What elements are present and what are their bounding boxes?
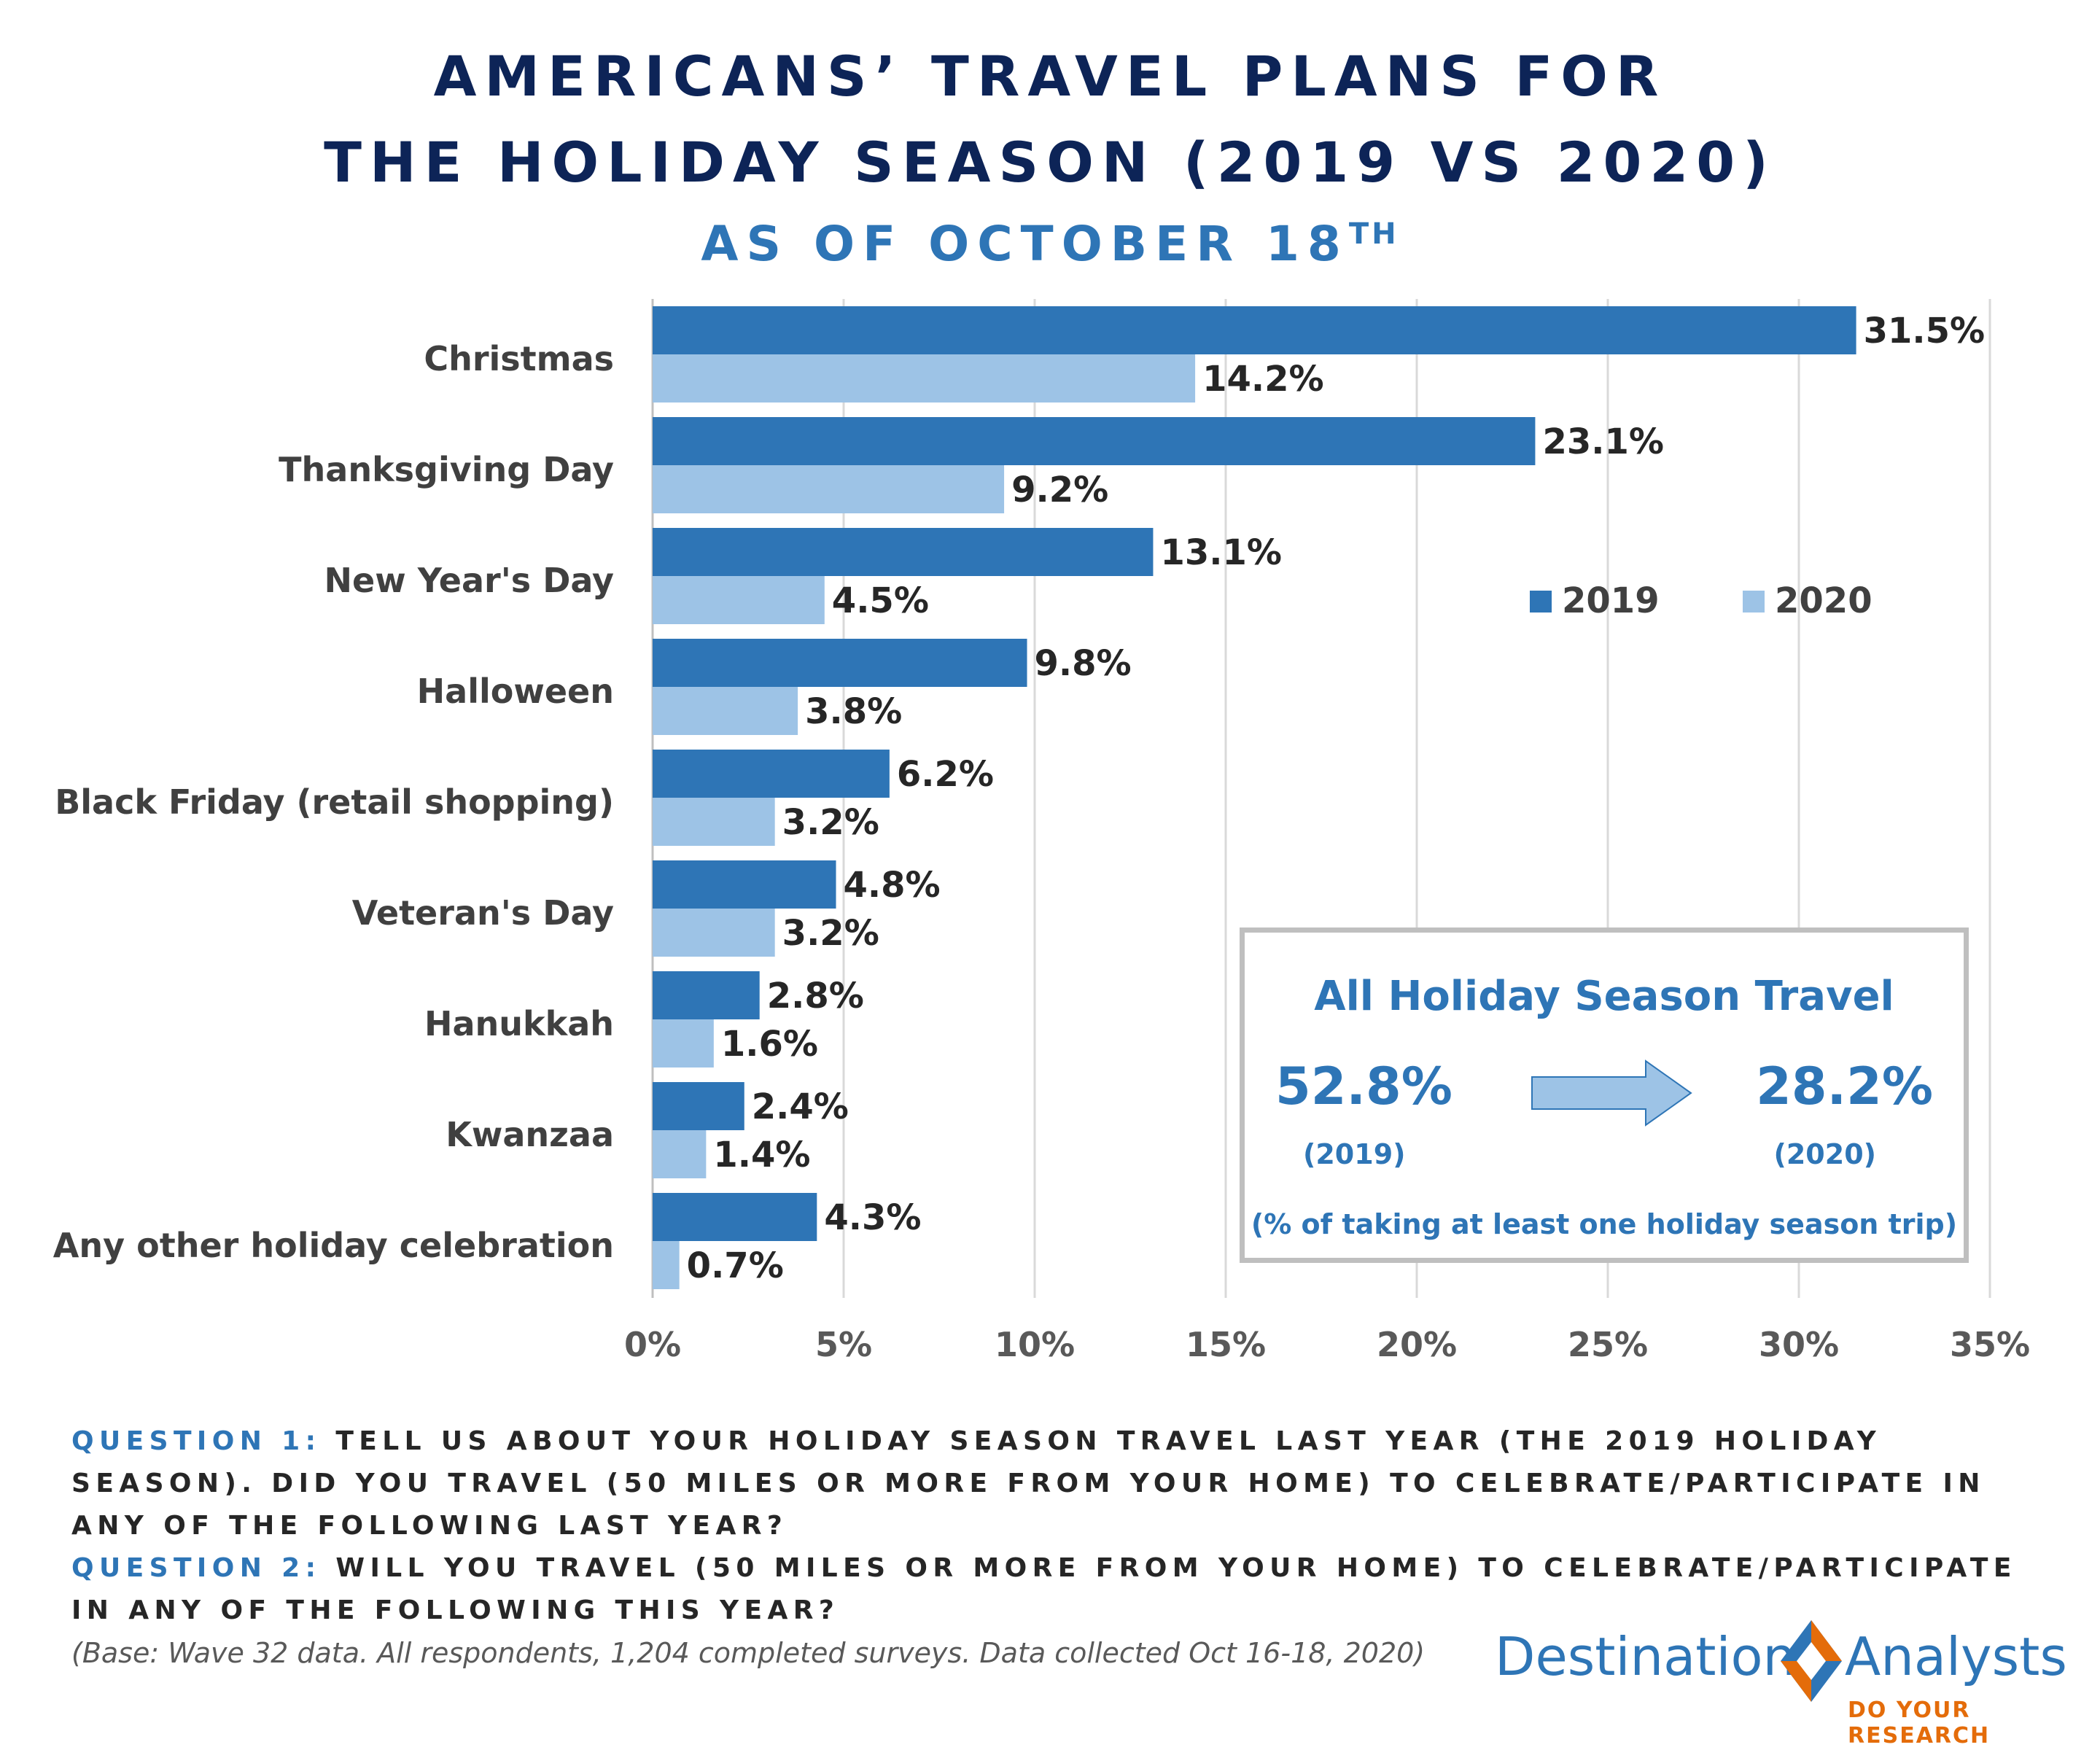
x-tick-label: 15%	[1186, 1325, 1266, 1364]
bar-2019	[653, 860, 836, 909]
data-label-2020: 1.6%	[721, 1024, 818, 1065]
base-note: (Base: Wave 32 data. All respondents, 1,…	[71, 1637, 1426, 1669]
x-tick-label: 10%	[995, 1325, 1075, 1364]
data-label-2020: 3.2%	[782, 913, 879, 954]
bar-2019	[653, 306, 1856, 354]
data-label-2019: 2.4%	[752, 1086, 849, 1127]
bar-2020	[653, 1019, 714, 1068]
bar-2020	[653, 909, 775, 957]
data-label-2020: 0.7%	[687, 1245, 784, 1286]
x-tick-label: 35%	[1950, 1325, 2030, 1364]
data-label-2019: 23.1%	[1542, 421, 1664, 462]
summary-year-2020: (2020)	[1773, 1138, 1877, 1170]
bar-2019	[653, 639, 1027, 687]
bar-chart: 0% 5% 10% 15% 20% 25% 30% 35% Christmas 31.5% 14.2…	[53, 299, 2030, 1364]
summary-box: All Holiday Season Travel 52.8% 28.2% (2…	[1240, 928, 1969, 1263]
legend-label-2019: 2019	[1562, 580, 1660, 621]
bar-2019	[653, 750, 890, 798]
category-label: Hanukkah	[424, 1004, 614, 1043]
category-label: Black Friday (retail shopping)	[55, 782, 614, 822]
summary-title: All Holiday Season Travel	[1314, 973, 1894, 1020]
data-label-2019: 31.5%	[1864, 311, 1986, 351]
question1-heading: QUESTION 1:	[71, 1426, 322, 1456]
logo-text-right: Analysts	[1845, 1626, 2067, 1687]
chart-title-line1: AMERICANS’ TRAVEL PLANS FOR	[433, 44, 1667, 109]
data-label-2020: 1.4%	[713, 1135, 810, 1175]
chart-title-line2: THE HOLIDAY SEASON (2019 VS 2020)	[324, 130, 1776, 195]
logo-text-left: Destination	[1495, 1626, 1797, 1687]
category-label: Any other holiday celebration	[53, 1226, 614, 1265]
data-label-2019: 2.8%	[767, 976, 864, 1016]
bar-2020	[653, 1241, 680, 1289]
summary-year-2019: (2019)	[1303, 1138, 1406, 1170]
summary-note: (% of taking at least one holiday season…	[1251, 1208, 1958, 1240]
bar-2019	[653, 1193, 817, 1241]
x-tick-label: 30%	[1759, 1325, 1839, 1364]
survey-questions: QUESTION 1: TELL US ABOUT YOUR HOLIDAY S…	[71, 1420, 2069, 1632]
data-label-2019: 4.3%	[824, 1197, 921, 1238]
x-tick-label: 20%	[1377, 1325, 1457, 1364]
bar-2019	[653, 417, 1536, 465]
logo-tagline: DO YOUR RESEARCH	[1848, 1698, 1991, 1749]
category-label: Halloween	[417, 672, 614, 711]
bar-2020	[653, 687, 798, 735]
bar-2020	[653, 465, 1005, 513]
legend-label-2020: 2020	[1775, 580, 1872, 621]
data-label-2019: 9.8%	[1035, 643, 1132, 684]
question2-heading: QUESTION 2:	[71, 1553, 322, 1583]
legend-swatch-2019	[1530, 591, 1552, 612]
data-label-2019: 13.1%	[1160, 532, 1282, 573]
subtitle-superscript: TH	[1348, 217, 1399, 251]
diamond-logo-icon	[1781, 1620, 1842, 1702]
summary-value-2020: 28.2%	[1756, 1057, 1933, 1116]
data-label-2020: 3.8%	[805, 691, 902, 732]
legend-swatch-2020	[1743, 591, 1765, 612]
category-label: Kwanzaa	[446, 1115, 614, 1154]
data-label-2019: 6.2%	[897, 754, 994, 795]
x-tick-label: 5%	[815, 1325, 872, 1364]
bar-2020	[653, 576, 825, 624]
data-label-2020: 9.2%	[1011, 470, 1108, 510]
x-tick-label: 0%	[624, 1325, 681, 1364]
chart-subtitle: AS OF OCTOBER 18TH	[701, 216, 1399, 272]
data-label-2020: 3.2%	[782, 802, 879, 843]
bar-2019	[653, 528, 1154, 576]
bar-2020	[653, 1130, 707, 1178]
data-label-2019: 4.8%	[844, 865, 941, 906]
bar-2019	[653, 971, 760, 1019]
company-logo: Destination Analysts DO YOUR RESEARCH	[1495, 1611, 2078, 1749]
bar-2020	[653, 798, 775, 846]
category-label: Veteran's Day	[352, 893, 614, 933]
summary-value-2019: 52.8%	[1275, 1057, 1452, 1116]
data-label-2020: 4.5%	[832, 580, 929, 621]
bar-2020	[653, 354, 1196, 402]
question2-text: WILL YOU TRAVEL (50 MILES OR MORE FROM Y…	[71, 1553, 2017, 1625]
question1-text: TELL US ABOUT YOUR HOLIDAY SEASON TRAVEL…	[71, 1426, 1986, 1541]
x-tick-label: 25%	[1568, 1325, 1648, 1364]
category-label: New Year's Day	[324, 561, 615, 600]
category-label: Christmas	[424, 339, 614, 378]
bar-2019	[653, 1082, 744, 1130]
category-label: Thanksgiving Day	[279, 450, 614, 489]
data-label-2020: 14.2%	[1202, 359, 1324, 400]
right-arrow-icon	[1531, 1059, 1692, 1127]
